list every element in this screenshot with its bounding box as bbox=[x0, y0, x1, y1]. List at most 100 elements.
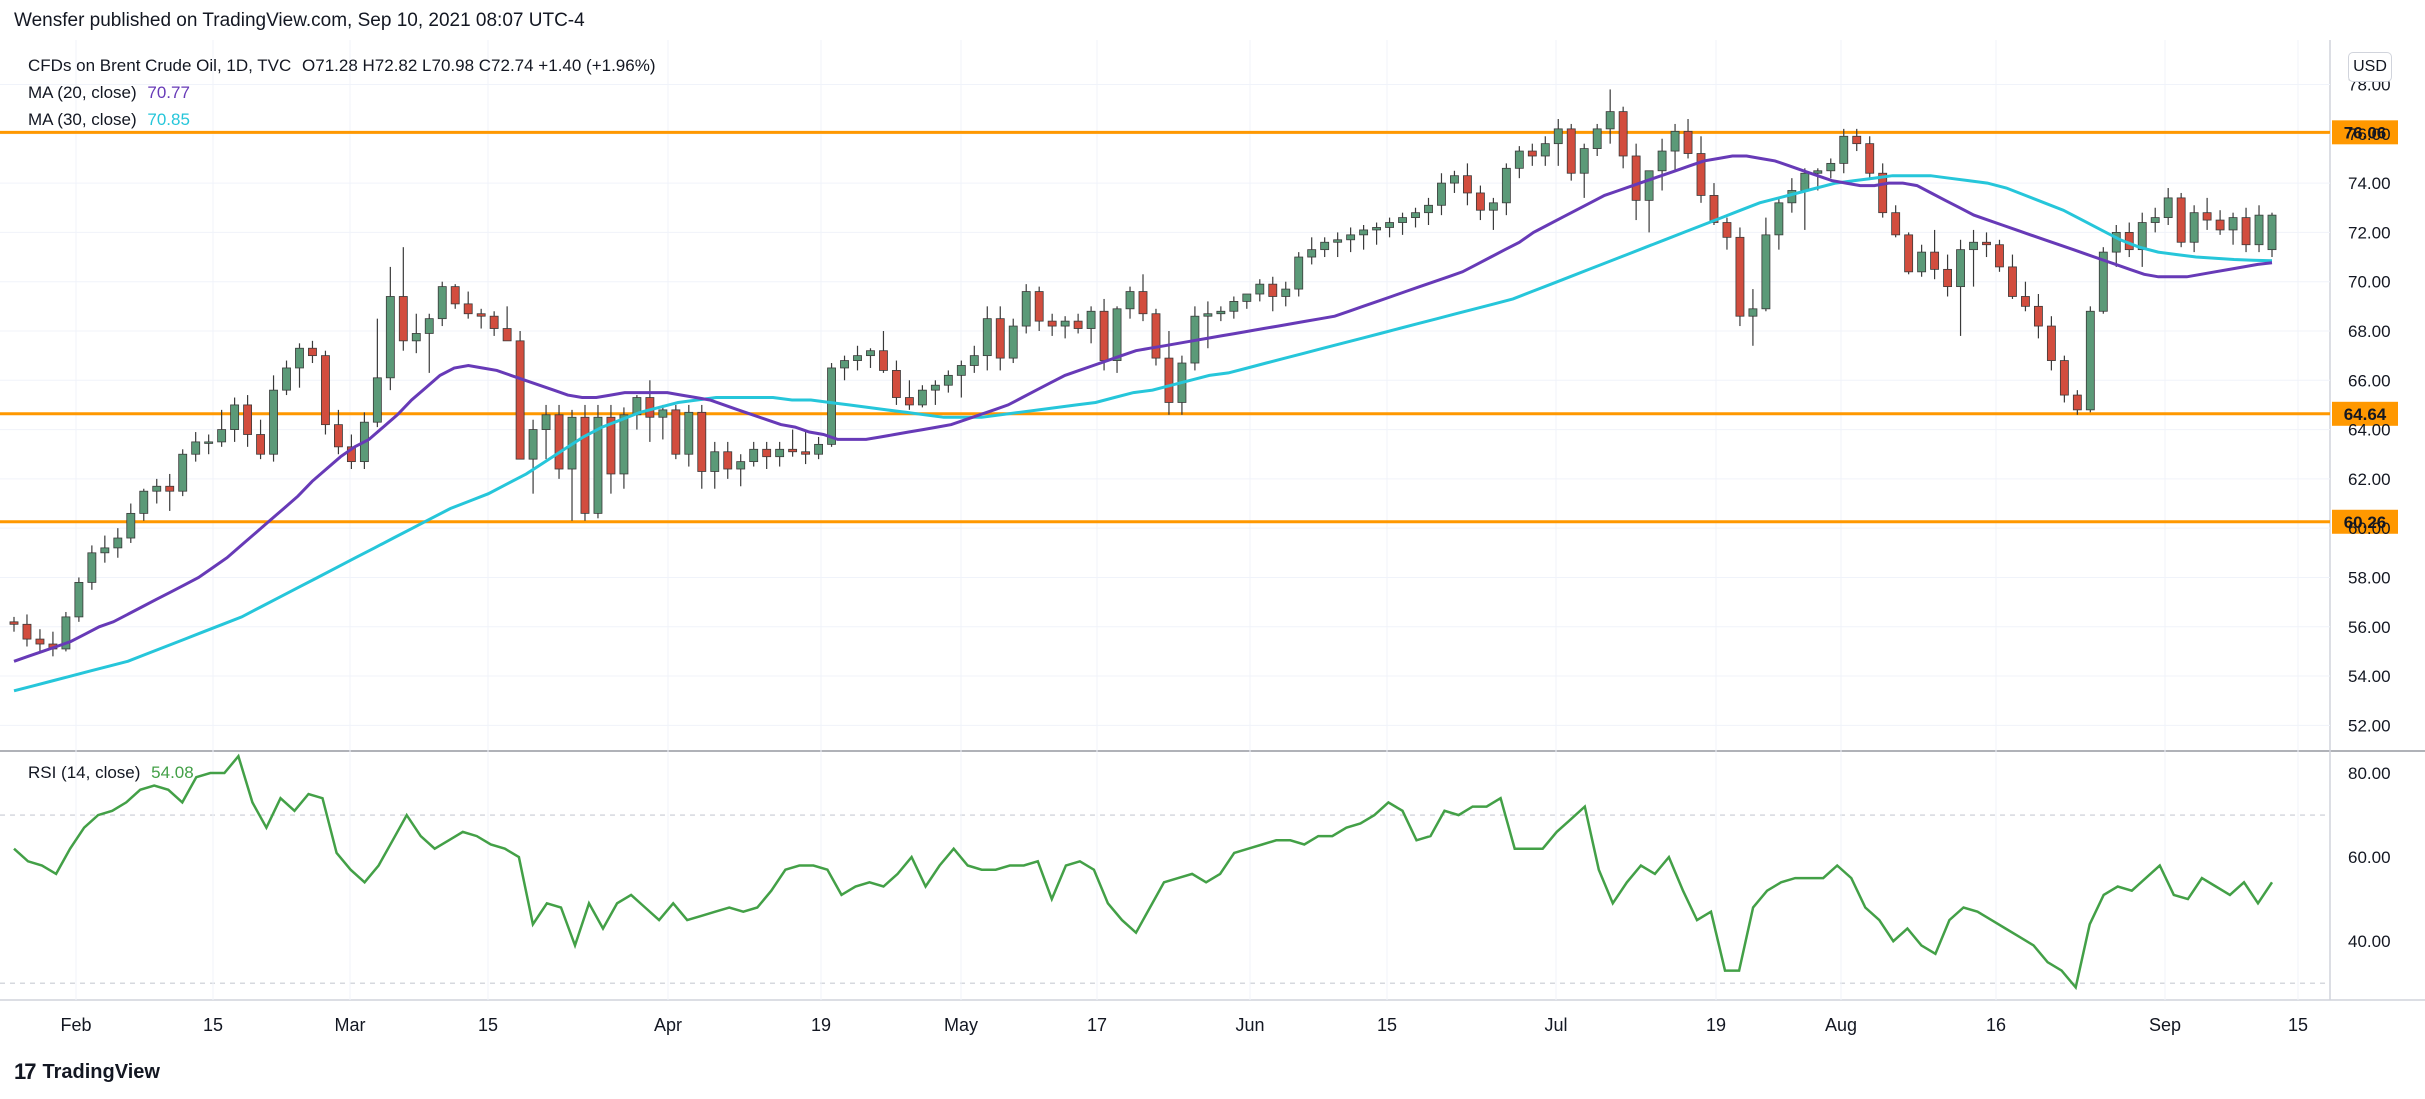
candle-body bbox=[2228, 217, 2238, 231]
price-tick-label: 70.00 bbox=[2348, 273, 2391, 292]
candle-body bbox=[398, 296, 408, 342]
candle-body bbox=[1605, 111, 1615, 130]
axes: 78.0076.0074.0072.0070.0068.0066.0064.00… bbox=[60, 76, 2390, 1035]
candle-body bbox=[2241, 217, 2251, 246]
candle-body bbox=[762, 448, 772, 458]
candle-body bbox=[1307, 249, 1317, 258]
candle-body bbox=[1073, 320, 1083, 329]
rsi-tick-label: 80.00 bbox=[2348, 764, 2391, 783]
candle-body bbox=[2085, 310, 2095, 411]
candle-body bbox=[74, 581, 84, 618]
grid bbox=[0, 40, 2425, 1001]
candle-body bbox=[450, 286, 460, 305]
candle-body bbox=[1891, 212, 1901, 236]
price-tick-label: 62.00 bbox=[2348, 470, 2391, 489]
candle-body bbox=[554, 414, 564, 470]
ma20-value: 70.77 bbox=[147, 83, 190, 102]
candle-body bbox=[1800, 172, 1810, 191]
candle-body bbox=[1826, 162, 1836, 172]
candle-body bbox=[2163, 197, 2173, 219]
time-tick-label: 19 bbox=[1706, 1015, 1726, 1035]
candle-body bbox=[2046, 325, 2056, 361]
horizontal-levels[interactable]: 76.06 64.64 60.26 bbox=[0, 120, 2398, 534]
candle-body bbox=[243, 404, 253, 435]
candle-body bbox=[982, 318, 992, 357]
candle-body bbox=[1540, 143, 1550, 157]
candle-body bbox=[1488, 202, 1498, 211]
candle-body bbox=[1268, 283, 1278, 297]
time-tick-label: Aug bbox=[1825, 1015, 1857, 1035]
candle-body bbox=[801, 451, 811, 455]
candle-body bbox=[308, 347, 317, 357]
candle-body bbox=[1398, 217, 1407, 223]
tradingview-logo-icon: 17 bbox=[14, 1059, 37, 1084]
candle-body bbox=[1852, 135, 1862, 145]
candle-body bbox=[1930, 251, 1940, 270]
candle-body bbox=[1579, 148, 1589, 174]
candle-body bbox=[463, 303, 473, 315]
candle-body bbox=[1618, 111, 1628, 157]
candle-body bbox=[788, 448, 798, 453]
candle-body bbox=[684, 411, 694, 455]
currency-button[interactable]: USD bbox=[2348, 52, 2392, 82]
time-tick-label: 15 bbox=[478, 1015, 498, 1035]
candle-body bbox=[1956, 249, 1965, 288]
candle-body bbox=[204, 441, 214, 444]
candle-body bbox=[1320, 241, 1330, 251]
candle-body bbox=[1631, 155, 1641, 201]
candle-body bbox=[671, 409, 681, 455]
tradingview-brand: 17 TradingView bbox=[14, 1059, 160, 1085]
candle-body bbox=[1086, 310, 1096, 329]
candle-body bbox=[1917, 251, 1927, 273]
candle-body bbox=[2202, 212, 2212, 221]
candle-body bbox=[904, 397, 914, 406]
level-price-tag bbox=[2332, 120, 2398, 145]
candle-body bbox=[1346, 234, 1356, 241]
candle-body bbox=[1203, 313, 1213, 317]
candle-body bbox=[2215, 219, 2225, 231]
ma30-line bbox=[13, 174, 2273, 693]
candle-body bbox=[1644, 170, 1654, 201]
candle-body bbox=[1982, 241, 1991, 246]
candle-body bbox=[295, 347, 304, 369]
candle-body bbox=[2254, 214, 2264, 246]
candle-body bbox=[1670, 130, 1680, 152]
candle-body bbox=[1385, 222, 1394, 228]
rsi-tick-label: 60.00 bbox=[2348, 848, 2391, 867]
ma20-legend: MA (20, close) 70.77 bbox=[28, 83, 190, 103]
candle-body bbox=[1501, 167, 1511, 204]
candle-body bbox=[1281, 288, 1291, 297]
candle-body bbox=[1060, 320, 1070, 327]
candle-body bbox=[840, 360, 849, 369]
candle-body bbox=[217, 429, 227, 443]
candle-body bbox=[1527, 150, 1537, 157]
candle-body bbox=[1008, 325, 1018, 359]
candle-body bbox=[1696, 153, 1706, 196]
time-tick-label: 15 bbox=[2288, 1015, 2308, 1035]
time-tick-label: Mar bbox=[335, 1015, 366, 1035]
candle-body bbox=[35, 638, 45, 645]
price-tick-label: 68.00 bbox=[2348, 322, 2391, 341]
candle-body bbox=[1411, 212, 1420, 219]
candle-body bbox=[2098, 251, 2108, 312]
candle-body bbox=[1553, 128, 1563, 145]
time-tick-label: 15 bbox=[1377, 1015, 1397, 1035]
candle-body bbox=[943, 374, 953, 386]
candle-body bbox=[995, 318, 1005, 359]
candle-body bbox=[1450, 175, 1459, 184]
candle-body bbox=[411, 333, 421, 342]
candle-body bbox=[1774, 202, 1784, 236]
level-price-tag bbox=[2332, 401, 2398, 426]
candle-body bbox=[1722, 222, 1732, 238]
candle-body bbox=[1242, 293, 1252, 302]
price-tick-label: 66.00 bbox=[2348, 371, 2391, 390]
candle-body bbox=[1151, 313, 1161, 359]
candle-body bbox=[541, 414, 551, 430]
candle-body bbox=[2137, 222, 2147, 251]
candle-body bbox=[1566, 128, 1576, 174]
candle-body bbox=[515, 340, 525, 460]
candle-body bbox=[269, 389, 278, 455]
candle-body bbox=[1735, 236, 1745, 317]
candle-body bbox=[697, 411, 707, 472]
